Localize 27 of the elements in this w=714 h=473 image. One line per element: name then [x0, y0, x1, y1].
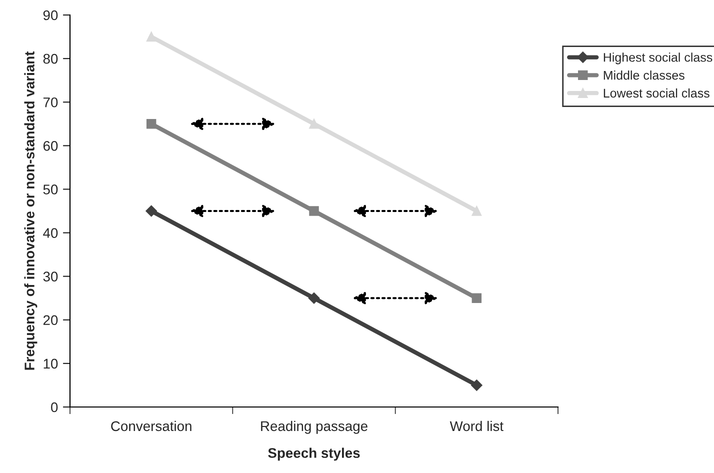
- point: [309, 119, 319, 129]
- y-tick-label: 80: [43, 54, 58, 64]
- point: [146, 205, 157, 217]
- y-tick-label: 70: [43, 97, 58, 108]
- legend-label: Lowest social class: [604, 88, 710, 98]
- point: [308, 292, 320, 304]
- x-tick-label: Reading passage: [261, 420, 368, 434]
- y-tick-label: 40: [43, 228, 58, 238]
- y-tick-label: 60: [43, 141, 58, 151]
- y-tick-label: 50: [43, 184, 58, 194]
- legend-label: Highest social class: [604, 52, 712, 64]
- y-tick-label: 30: [43, 272, 58, 282]
- x-tick-label: Word list: [450, 420, 504, 432]
- y-tick-label: 90: [43, 10, 58, 20]
- y-axis-title: Frequency of innovative or non-standard variant: [24, 51, 38, 370]
- y-tick-label: 10: [44, 358, 58, 369]
- y-tick-label: 0: [51, 402, 58, 412]
- x-axis-title: Speech styles: [268, 448, 360, 461]
- y-tick-label: 20: [43, 315, 58, 326]
- point: [472, 206, 482, 216]
- legend-label: Middle classes: [604, 70, 684, 80]
- x-tick-label: Conversation: [111, 420, 192, 432]
- point: [471, 380, 482, 391]
- point: [146, 32, 156, 42]
- point: [146, 119, 156, 129]
- point: [309, 206, 319, 216]
- point: [472, 293, 482, 303]
